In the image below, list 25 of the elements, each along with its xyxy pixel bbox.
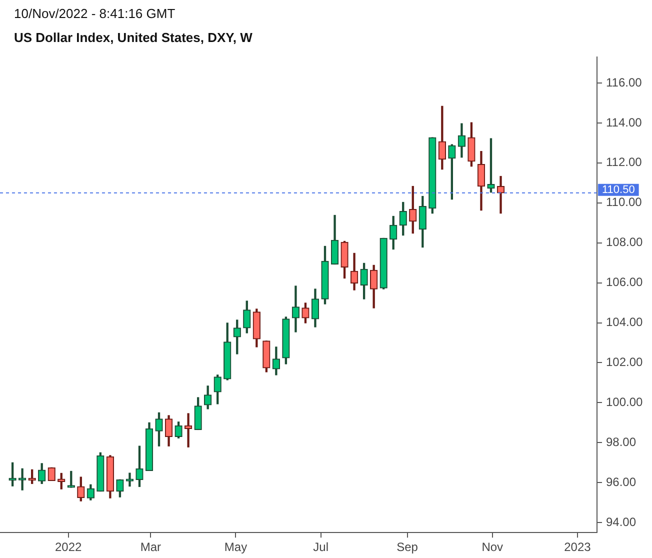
x-tick-label: 2022: [54, 540, 82, 554]
y-tick-label: 100.00: [606, 395, 644, 410]
candlestick: [496, 176, 505, 214]
x-tick-label: May: [224, 540, 248, 554]
y-tick-label: 112.00: [606, 155, 642, 170]
y-tick-label: 96.00: [606, 474, 636, 489]
y-tick-label: 114.00: [606, 115, 642, 130]
y-tick-label: 98.00: [606, 434, 636, 449]
y-tick-label: 94.00: [606, 514, 636, 529]
x-tick-label: Jul: [313, 540, 328, 554]
x-tick-label: 2023: [564, 540, 592, 554]
y-tick-label: 116.00: [606, 75, 642, 90]
chart-subtitle: 10/Nov/2022 - 8:41:16 GMT: [14, 6, 176, 21]
y-tick-label: 104.00: [606, 315, 644, 330]
y-tick-label: 102.00: [606, 355, 644, 370]
ref-line-label: 110.50: [602, 184, 635, 196]
candlestick: [126, 472, 134, 487]
y-tick-label: 110.00: [606, 195, 642, 210]
y-tick-label: 106.00: [606, 275, 644, 290]
y-tick-label: 108.00: [606, 235, 644, 250]
chart-title: US Dollar Index, United States, DXY, W: [14, 30, 252, 45]
x-tick-label: Mar: [140, 540, 161, 554]
x-tick-label: Sep: [396, 540, 418, 554]
x-tick-label: Nov: [482, 540, 504, 554]
candlestick: [18, 468, 26, 490]
